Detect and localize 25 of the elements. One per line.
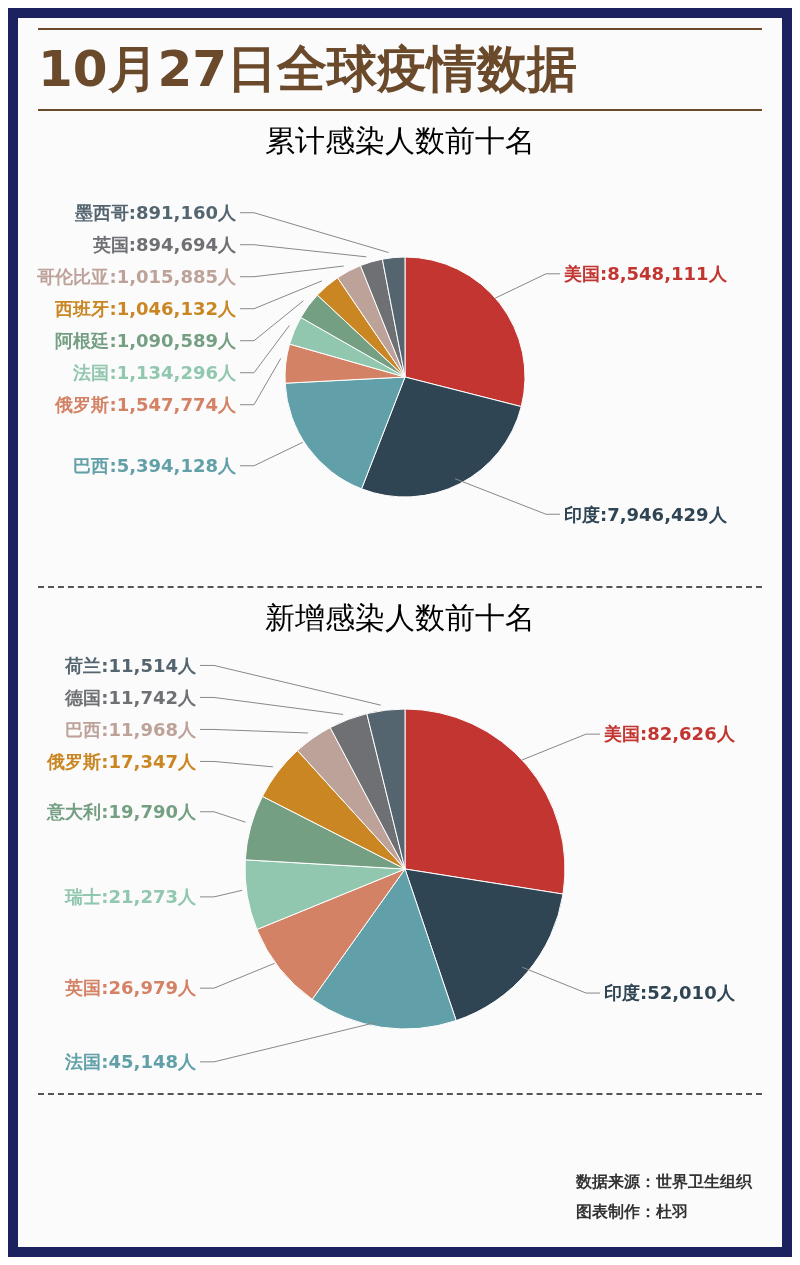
slice-label: 西班牙:1,046,132人 — [54, 298, 237, 320]
slice-label: 法国:45,148人 — [64, 1051, 197, 1073]
slice-label: 瑞士:21,273人 — [64, 886, 197, 908]
slice-label: 巴西:11,968人 — [65, 718, 197, 740]
slice-label: 意大利:19,790人 — [46, 801, 197, 823]
slice-label: 法国:1,134,296人 — [72, 362, 237, 384]
slice-label: 美国:82,626人 — [603, 723, 736, 745]
slice-label: 巴西:5,394,128人 — [73, 455, 237, 477]
chart-title: 新增感染人数前十名 — [264, 599, 536, 637]
slice-label: 德国:11,742人 — [64, 686, 197, 708]
slice-label: 美国:8,548,111人 — [563, 263, 728, 285]
chart-subtitle: 累计感染人数前十名 — [264, 122, 536, 160]
slice-label: 印度:52,010人 — [604, 982, 736, 1004]
slice-label: 英国:894,694人 — [91, 234, 237, 256]
slice-label: 印度:7,946,429人 — [564, 503, 728, 525]
slice-label: 阿根廷:1,090,589人 — [55, 330, 237, 352]
slice-label: 墨西哥:891,160人 — [73, 202, 237, 224]
source-note: 数据来源：世界卫生组织 — [576, 1171, 752, 1193]
slice-label: 俄罗斯:1,547,774人 — [54, 394, 237, 416]
slice-label: 俄罗斯:17,347人 — [46, 750, 197, 772]
slice-label: 哥伦比亚:1,015,885人 — [36, 266, 237, 288]
chart-title: 10月27日全球疫情数据 — [38, 39, 579, 100]
text: 图表制作：杜羽 — [576, 1201, 689, 1223]
slice-label: 英国:26,979人 — [64, 977, 197, 999]
slice-label: 荷兰:11,514人 — [64, 654, 197, 676]
